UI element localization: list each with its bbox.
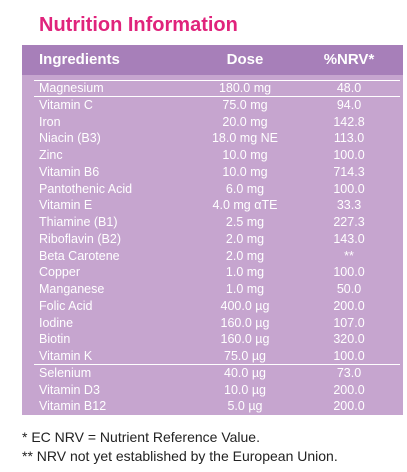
table-row: Vitamin D3 10.0 µg 200.0 xyxy=(22,382,403,398)
dose-cell: 75.0 µg xyxy=(224,349,266,363)
table-row: Vitamin C 75.0 mg 94.0 xyxy=(22,97,403,113)
table-row: Selenium 40.0 µg 73.0 xyxy=(22,365,403,381)
table-row: Pantothenic Acid 6.0 mg 100.0 xyxy=(22,181,403,197)
table-row: Copper 1.0 mg 100.0 xyxy=(22,264,403,280)
dose-cell: 2.0 mg xyxy=(225,231,265,246)
dose-cell: 75.0 mg xyxy=(222,97,268,112)
nrv-cell: 714.3 xyxy=(333,164,365,179)
ingredient-cell: Iodine xyxy=(39,315,74,330)
page-title: Nutrition Information xyxy=(39,14,238,36)
table-row: Zinc 10.0 mg 100.0 xyxy=(22,147,403,163)
row-divider xyxy=(34,79,400,81)
row-divider xyxy=(34,96,400,98)
table-row: Iodine 160.0 µg 107.0 xyxy=(22,315,403,331)
nutrition-table: Ingredients Dose %NRV* Magnesium 180.0 mg… xyxy=(22,45,403,415)
table-row: Vitamin E 4.0 mg αTE 33.3 xyxy=(22,197,403,213)
table-row: Riboflavin (B2) 2.0 mg 143.0 xyxy=(22,231,403,247)
header-ingredients: Ingredients xyxy=(39,51,120,68)
nrv-cell: 107.0 xyxy=(333,315,365,330)
table-row: Iron 20.0 mg 142.8 xyxy=(22,114,403,130)
dose-cell: 4.0 mg αTE xyxy=(212,198,278,213)
ingredient-cell: Iron xyxy=(39,114,61,129)
dose-cell: 1.0 mg xyxy=(225,265,265,280)
table-row: Manganese 1.0 mg 50.0 xyxy=(22,281,403,297)
ingredient-cell: Manganese xyxy=(39,282,105,296)
dose-cell: 10.0 mg xyxy=(222,164,268,179)
ingredient-cell: Vitamin E xyxy=(39,198,93,213)
dose-cell: 400.0 µg xyxy=(220,298,270,313)
dose-cell: 2.5 mg xyxy=(225,215,265,229)
nrv-cell: 143.0 xyxy=(333,231,365,246)
dose-cell: 5.0 µg xyxy=(227,399,263,414)
ingredient-cell: Magnesium xyxy=(39,81,104,95)
table-header: Ingredients Dose %NRV* xyxy=(22,45,403,75)
dose-cell: 10.0 mg xyxy=(222,148,268,162)
nrv-cell: 320.0 xyxy=(333,332,365,347)
header-dose: Dose xyxy=(226,51,264,68)
nrv-cell: 100.0 xyxy=(333,265,365,280)
nrv-cell: ** xyxy=(344,248,354,263)
ingredient-cell: Beta Carotene xyxy=(39,248,120,263)
table-row: Folic Acid 400.0 µg 200.0 xyxy=(22,298,403,314)
nrv-cell: 48.0 xyxy=(336,81,362,95)
table-row: Niacin (B3) 18.0 mg NE 113.0 xyxy=(22,130,403,146)
ingredient-cell: Biotin xyxy=(39,332,71,347)
nrv-cell: 100.0 xyxy=(333,148,365,162)
ingredient-cell: Pantothenic Acid xyxy=(39,181,133,196)
ingredient-cell: Copper xyxy=(39,265,80,280)
dose-cell: 10.0 µg xyxy=(224,382,266,397)
footnote-eu: ** NRV not yet established by the Europe… xyxy=(22,448,338,464)
dose-cell: 40.0 µg xyxy=(224,365,266,380)
nrv-cell: 227.3 xyxy=(333,215,365,229)
dose-cell: 180.0 mg xyxy=(218,81,272,95)
nrv-cell: 200.0 xyxy=(333,382,365,397)
table-row: Magnesium 180.0 mg 48.0 xyxy=(22,80,403,96)
ingredient-cell: Vitamin B12 xyxy=(39,399,107,414)
dose-cell: 1.0 mg xyxy=(225,282,265,296)
ingredient-cell: Vitamin D3 xyxy=(39,382,100,397)
dose-cell: 18.0 mg NE xyxy=(211,131,278,146)
ingredient-cell: Zinc xyxy=(39,148,63,162)
header-nrv: %NRV* xyxy=(323,51,375,68)
nrv-cell: 50.0 xyxy=(336,282,362,296)
ingredient-cell: Vitamin B6 xyxy=(39,164,100,179)
nrv-cell: 113.0 xyxy=(333,131,365,146)
nrv-cell: 94.0 xyxy=(336,97,362,112)
table-row: Vitamin B6 10.0 mg 714.3 xyxy=(22,164,403,180)
nrv-cell: 33.3 xyxy=(336,198,362,213)
ingredient-cell: Niacin (B3) xyxy=(39,131,101,146)
nrv-cell: 73.0 xyxy=(336,365,362,380)
row-divider xyxy=(34,364,400,366)
nrv-cell: 100.0 xyxy=(333,349,365,363)
table-row: Thiamine (B1) 2.5 mg 227.3 xyxy=(22,214,403,230)
dose-cell: 20.0 mg xyxy=(222,114,268,129)
nrv-cell: 100.0 xyxy=(333,181,365,196)
table-row: Vitamin K 75.0 µg 100.0 xyxy=(22,348,403,364)
ingredient-cell: Vitamin C xyxy=(39,97,93,112)
dose-cell: 160.0 µg xyxy=(220,315,270,330)
dose-cell: 160.0 µg xyxy=(220,332,270,347)
ingredient-cell: Folic Acid xyxy=(39,298,93,313)
nrv-cell: 200.0 xyxy=(333,399,365,414)
dose-cell: 6.0 mg xyxy=(225,181,265,196)
footnote-nrv: * EC NRV = Nutrient Reference Value. xyxy=(22,429,260,445)
dose-cell: 2.0 mg xyxy=(225,248,265,263)
table-row: Biotin 160.0 µg 320.0 xyxy=(22,331,403,347)
ingredient-cell: Thiamine (B1) xyxy=(39,215,118,229)
ingredient-cell: Riboflavin (B2) xyxy=(39,231,121,246)
ingredient-cell: Vitamin K xyxy=(39,349,93,363)
table-row: Beta Carotene 2.0 mg ** xyxy=(22,248,403,264)
nrv-cell: 200.0 xyxy=(333,298,365,313)
table-row: Vitamin B12 5.0 µg 200.0 xyxy=(22,398,403,414)
ingredient-cell: Selenium xyxy=(39,365,92,380)
footnotes: * EC NRV = Nutrient Reference Value. ** … xyxy=(22,428,338,466)
nrv-cell: 142.8 xyxy=(333,114,365,129)
